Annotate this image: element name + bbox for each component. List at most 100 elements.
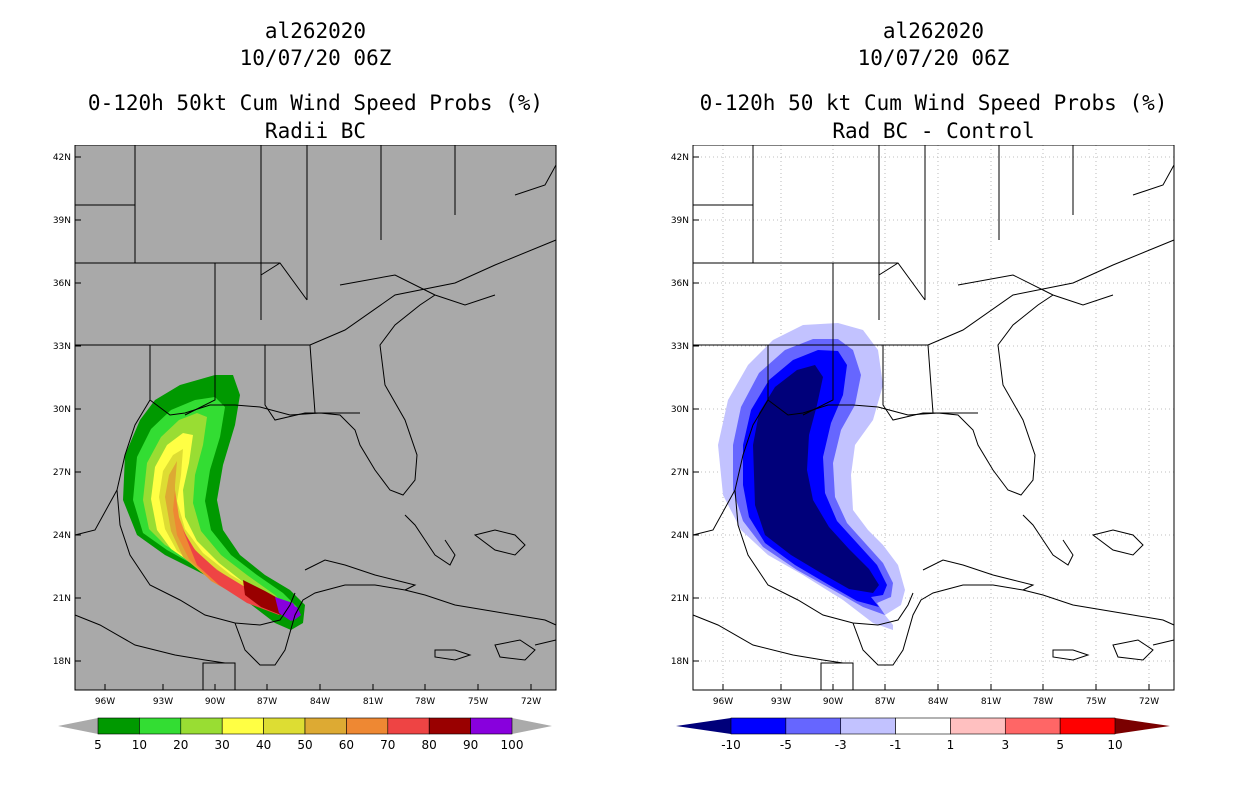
right-lat-label: 42N xyxy=(671,153,689,163)
left-colorbar-under-arrow xyxy=(58,718,98,734)
left-colorbar-label: 100 xyxy=(501,738,524,752)
left-colorbar-label: 50 xyxy=(297,738,312,752)
left-lon-label: 75W xyxy=(468,697,488,707)
right-lon-label: 93W xyxy=(771,697,791,707)
right-lat-label: 33N xyxy=(671,342,689,352)
left-lon-label: 96W xyxy=(95,697,115,707)
right-lat-label: 27N xyxy=(671,468,689,478)
left-colorbar-label: 90 xyxy=(463,738,478,752)
left-map: 42N 39N 36N 33N 30N 27N 24N 21N 18N 96W … xyxy=(53,145,557,707)
left-lon-label: 93W xyxy=(153,697,173,707)
right-colorbar: -10 -5 -3 -1 1 3 5 10 xyxy=(676,717,1170,752)
left-lon-label: 84W xyxy=(310,697,330,707)
right-colorbar-cell xyxy=(730,717,787,735)
left-datetime: 10/07/20 06Z xyxy=(239,46,392,70)
right-lat-label: 36N xyxy=(671,279,689,289)
right-lat-label: 24N xyxy=(671,531,689,541)
right-lon-label: 84W xyxy=(928,697,948,707)
right-colorbar-label: -10 xyxy=(721,738,741,752)
right-datetime: 10/07/20 06Z xyxy=(857,46,1010,70)
right-product-title: 0-120h 50 kt Cum Wind Speed Probs (%) xyxy=(699,91,1168,115)
left-colorbar-cell xyxy=(221,717,264,735)
right-difference-field xyxy=(718,323,905,630)
left-colorbar-label: 70 xyxy=(380,738,395,752)
left-colorbar-cell xyxy=(428,717,471,735)
right-lat-label: 18N xyxy=(671,657,689,667)
left-colorbar-label: 30 xyxy=(215,738,230,752)
left-colorbar-label: 20 xyxy=(173,738,188,752)
left-lon-label: 87W xyxy=(257,697,277,707)
left-lon-axis: 96W 93W 90W 87W 84W 81W 78W 75W 72W xyxy=(95,684,541,707)
left-lat-label: 36N xyxy=(53,279,71,289)
left-swath-30 xyxy=(151,433,285,611)
right-colorbar-label: -3 xyxy=(835,738,847,752)
left-probability-swath xyxy=(123,375,305,630)
left-colorbar-cell xyxy=(180,717,223,735)
left-lon-label: 90W xyxy=(205,697,225,707)
left-lat-label: 30N xyxy=(53,405,71,415)
right-colorbar-cell xyxy=(1059,717,1116,735)
right-map-frame xyxy=(692,145,1175,691)
right-diff-max xyxy=(753,365,879,593)
left-lat-label: 18N xyxy=(53,657,71,667)
left-lat-label: 39N xyxy=(53,216,71,226)
left-colorbar-cell xyxy=(346,717,389,735)
left-storm-id: al262020 xyxy=(264,19,367,43)
left-colorbar-label: 10 xyxy=(132,738,147,752)
left-colorbar-over-arrow xyxy=(512,718,552,734)
right-colorbar-cell xyxy=(840,717,896,735)
right-colorbar-label: -1 xyxy=(890,738,902,752)
left-swath-100 xyxy=(281,603,301,621)
left-map-frame xyxy=(74,145,557,691)
left-colorbar-label: 5 xyxy=(94,738,102,752)
right-lon-label: 87W xyxy=(875,697,895,707)
right-lon-label: 81W xyxy=(981,697,1001,707)
right-coastlines xyxy=(692,145,1175,691)
left-lat-label: 21N xyxy=(53,594,71,604)
left-coastlines xyxy=(74,145,557,691)
left-lat-label: 27N xyxy=(53,468,71,478)
right-lat-axis: 42N 39N 36N 33N 30N 27N 24N 21N 18N xyxy=(671,153,699,667)
right-colorbar-under-arrow xyxy=(676,718,731,734)
right-colorbar-label: 3 xyxy=(1001,738,1009,752)
left-colorbar-cell xyxy=(304,717,347,735)
right-colorbar-label: -5 xyxy=(780,738,792,752)
left-colorbar: 5 10 20 30 40 50 60 70 80 90 100 xyxy=(58,717,552,752)
left-lat-label: 42N xyxy=(53,153,71,163)
right-lat-label: 30N xyxy=(671,405,689,415)
right-lon-label: 78W xyxy=(1033,697,1053,707)
right-colorbar-label: 5 xyxy=(1056,738,1064,752)
left-colorbar-cell xyxy=(97,717,140,735)
right-colorbar-cell xyxy=(785,717,842,735)
right-lon-axis: 96W 93W 90W 87W 84W 81W 78W 75W 72W xyxy=(713,684,1159,707)
right-colorbar-cell xyxy=(950,717,1006,735)
left-colorbar-cell xyxy=(263,717,306,735)
left-lat-label: 24N xyxy=(53,531,71,541)
left-colorbar-cell xyxy=(387,717,430,735)
right-storm-id: al262020 xyxy=(882,19,985,43)
left-product-title: 0-120h 50kt Cum Wind Speed Probs (%) xyxy=(87,91,544,115)
right-lon-label: 96W xyxy=(713,697,733,707)
left-subtitle: Radii BC xyxy=(264,119,367,143)
left-colorbar-label: 80 xyxy=(422,738,437,752)
right-map: 42N 39N 36N 33N 30N 27N 24N 21N 18N 96W … xyxy=(671,145,1175,707)
left-colorbar-label: 60 xyxy=(339,738,354,752)
left-lon-label: 72W xyxy=(521,697,541,707)
right-lat-label: 21N xyxy=(671,594,689,604)
left-lon-label: 78W xyxy=(415,697,435,707)
right-colorbar-over-arrow xyxy=(1115,718,1170,734)
left-colorbar-cell xyxy=(470,717,513,735)
left-lat-axis: 42N 39N 36N 33N 30N 27N 24N 21N 18N xyxy=(53,153,81,667)
right-colorbar-label: 10 xyxy=(1107,738,1122,752)
right-subtitle: Rad BC - Control xyxy=(832,119,1035,143)
left-colorbar-label: 40 xyxy=(256,738,271,752)
right-lat-label: 39N xyxy=(671,216,689,226)
left-lon-label: 81W xyxy=(363,697,383,707)
right-colorbar-label: 1 xyxy=(947,738,955,752)
right-colorbar-cell xyxy=(1004,717,1061,735)
right-lon-label: 90W xyxy=(823,697,843,707)
right-lon-label: 72W xyxy=(1139,697,1159,707)
left-colorbar-cell xyxy=(139,717,182,735)
right-colorbar-cell xyxy=(895,717,951,735)
left-lat-label: 33N xyxy=(53,342,71,352)
